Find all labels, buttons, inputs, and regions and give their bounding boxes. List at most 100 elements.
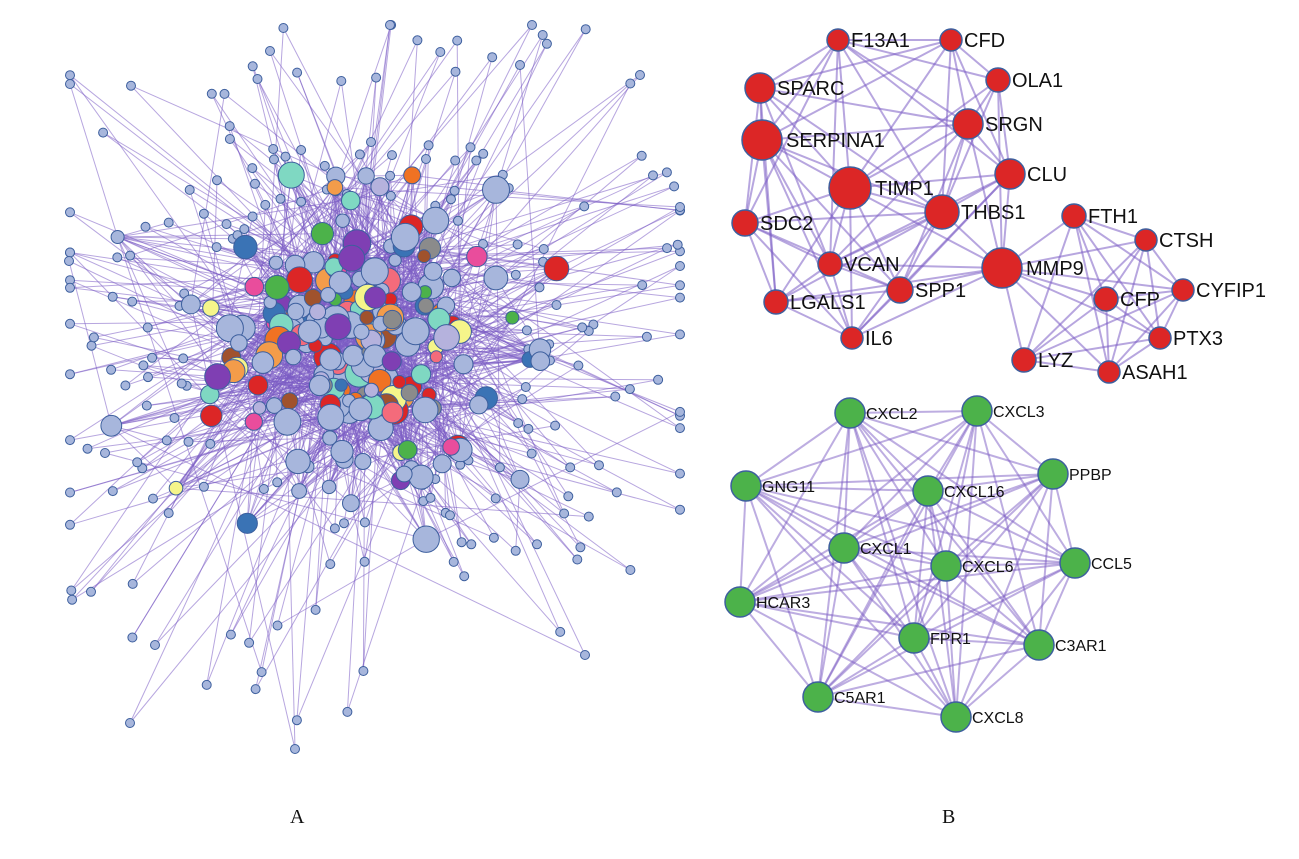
red-module-node-label: FTH1 xyxy=(1088,206,1138,228)
green-module-node xyxy=(803,682,833,712)
panel-a-node xyxy=(676,424,685,433)
panel-a-node xyxy=(141,222,150,231)
red-module-node xyxy=(1135,229,1157,251)
red-module-node xyxy=(953,109,983,139)
panel-a-node xyxy=(206,439,215,448)
red-module-node-label: CLU xyxy=(1027,164,1067,186)
panel-a-node xyxy=(111,231,124,244)
panel-a-node xyxy=(66,488,75,497)
panel-a-node xyxy=(248,375,268,395)
red-module-edge xyxy=(838,40,850,188)
panel-a-node xyxy=(292,716,301,725)
green-module-node xyxy=(1038,459,1068,489)
panel-a-node xyxy=(383,310,401,328)
panel-a-node xyxy=(382,402,403,423)
panel-a-node xyxy=(470,396,488,414)
panel-a-node xyxy=(343,707,352,716)
red-module-node-label: SERPINA1 xyxy=(786,130,885,152)
panel-a-node xyxy=(413,36,422,45)
panel-a-node xyxy=(489,533,498,542)
panel-a-node xyxy=(142,401,151,410)
panel-a-node xyxy=(266,47,275,56)
panel-a-node xyxy=(450,186,459,195)
panel-a-node xyxy=(576,543,585,552)
panel-a-node xyxy=(398,441,417,460)
panel-a-node xyxy=(472,156,481,165)
red-module-node-label: F13A1 xyxy=(851,30,910,52)
panel-a-node xyxy=(288,303,304,319)
green-module-node xyxy=(731,471,761,501)
panel-a-node xyxy=(446,511,455,520)
panel-a-node xyxy=(184,437,193,446)
panel-a-node xyxy=(164,509,173,518)
green-module-node-label: CXCL1 xyxy=(860,541,912,558)
panel-a-node xyxy=(412,397,438,423)
panel-a-node xyxy=(87,587,96,596)
panel-a-node xyxy=(113,253,122,262)
panel-a-node xyxy=(66,283,75,292)
panel-a-node xyxy=(253,402,266,415)
panel-a-node xyxy=(364,383,378,397)
panel-a-node xyxy=(297,197,306,206)
panel-a-node xyxy=(322,480,335,493)
panel-a-node xyxy=(205,364,231,390)
panel-a-node xyxy=(676,281,685,290)
red-module-node-label: SDC2 xyxy=(760,213,813,235)
panel-a-node xyxy=(336,214,349,227)
panel-a-node xyxy=(367,138,376,147)
panel-a-node xyxy=(359,667,368,676)
panel-a-edge xyxy=(278,539,427,625)
panel-a-node xyxy=(581,651,590,660)
panel-a-node xyxy=(538,31,547,40)
panel-a-node xyxy=(453,36,462,45)
red-module-node xyxy=(818,252,842,276)
panel-a-node xyxy=(66,520,75,529)
red-module-node-label: SPARC xyxy=(777,78,844,100)
panel-a-node xyxy=(573,555,582,564)
panel-a-node xyxy=(386,191,395,200)
panel-a-node xyxy=(87,341,96,350)
panel-a-node xyxy=(649,171,658,180)
panel-a-node xyxy=(511,470,529,488)
panel-a-node xyxy=(676,407,685,416)
red-module-node-label: MMP9 xyxy=(1026,258,1084,280)
panel-a-node xyxy=(662,168,671,177)
panel-a-node xyxy=(422,207,449,234)
panel-a-node xyxy=(663,244,672,253)
panel-a-node xyxy=(101,415,122,436)
panel-a-node xyxy=(261,200,270,209)
panel-a-node xyxy=(320,161,329,170)
red-module-node xyxy=(1062,204,1086,228)
panel-a-node xyxy=(531,352,550,371)
panel-a-node xyxy=(318,404,344,430)
red-module-node xyxy=(887,277,913,303)
panel-a-node xyxy=(298,320,321,343)
panel-a-node xyxy=(642,332,651,341)
panel-a-node xyxy=(434,325,460,351)
panel-a-node xyxy=(108,487,117,496)
green-module-node xyxy=(941,702,971,732)
panel-a-node xyxy=(121,381,130,390)
panel-a-node xyxy=(511,546,520,555)
panel-a-node xyxy=(212,243,221,252)
panel-a-node xyxy=(231,335,248,352)
green-module-node xyxy=(1024,630,1054,660)
panel-a-node xyxy=(513,240,522,249)
panel-a-node xyxy=(67,586,76,595)
panel-a-node xyxy=(207,89,216,98)
panel-a-node xyxy=(251,179,260,188)
green-module-node xyxy=(835,398,865,428)
panel-a-node xyxy=(466,143,475,152)
panel-a-node xyxy=(354,324,369,339)
panel-a-node xyxy=(253,75,262,84)
panel-a-node xyxy=(483,176,510,203)
green-module-node-label: HCAR3 xyxy=(756,595,810,612)
panel-a-node xyxy=(574,361,583,370)
green-module-node-label: PPBP xyxy=(1069,467,1112,484)
panel-a-node xyxy=(149,494,158,503)
panel-a-node xyxy=(539,245,548,254)
panel-a-node xyxy=(372,73,381,82)
panel-a-node xyxy=(213,176,222,185)
panel-a-node xyxy=(371,178,389,196)
